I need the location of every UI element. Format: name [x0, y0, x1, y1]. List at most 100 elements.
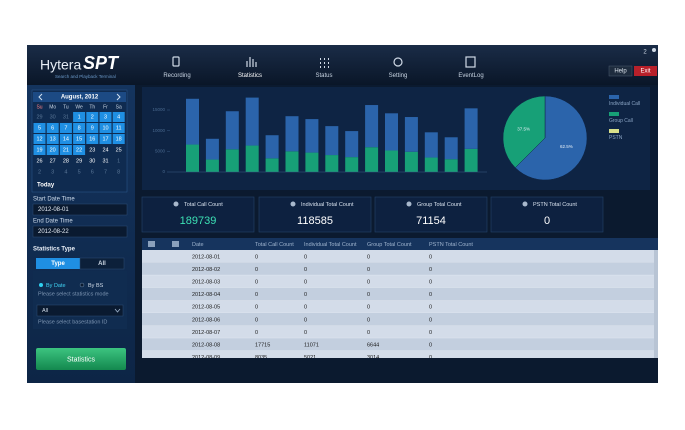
table-row [142, 250, 654, 263]
day[interactable]: 17 [102, 136, 108, 142]
basestation-select[interactable] [36, 304, 124, 317]
icon-print[interactable] [148, 241, 155, 247]
day[interactable]: 6 [91, 169, 94, 175]
day[interactable]: 16 [89, 136, 95, 142]
day-cell-selected [112, 134, 125, 144]
bar-segment [245, 145, 259, 172]
card-label: PSTN Total Count [533, 202, 577, 208]
day[interactable]: 23 [89, 147, 95, 153]
start-value[interactable]: 2012-08-01 [38, 207, 69, 213]
y-tick-label: 5000 [155, 149, 166, 154]
day[interactable]: 30 [50, 114, 56, 120]
nav-item[interactable]: EventLog [458, 73, 483, 79]
day[interactable]: 26 [36, 158, 42, 164]
help-label[interactable]: Help [614, 69, 627, 75]
statistics-button[interactable] [36, 348, 126, 370]
day[interactable]: 10 [102, 125, 108, 131]
day[interactable]: 31 [63, 114, 69, 120]
day[interactable]: 20 [50, 147, 56, 153]
help-button[interactable] [608, 65, 633, 77]
day-cell-selected [86, 123, 99, 133]
day[interactable]: 25 [116, 147, 122, 153]
day[interactable]: 22 [76, 147, 82, 153]
table-cell: 0 [429, 317, 432, 323]
day[interactable]: 5 [78, 169, 81, 175]
mode-by-date[interactable]: By Date [46, 283, 66, 289]
day-cell-selected [73, 145, 86, 155]
header-bar [27, 45, 658, 85]
basestation-value[interactable]: All [42, 308, 48, 314]
day[interactable]: 1 [117, 158, 120, 164]
tab-type-label[interactable]: Type [51, 261, 65, 267]
day[interactable]: 2 [38, 169, 41, 175]
day[interactable]: 1 [78, 114, 81, 120]
day[interactable]: 28 [63, 158, 69, 164]
bar-segment [225, 149, 239, 172]
day[interactable]: 29 [36, 114, 42, 120]
icon-export[interactable] [172, 241, 179, 247]
day[interactable]: 19 [36, 147, 42, 153]
day[interactable]: 15 [76, 136, 82, 142]
mode-by-bs[interactable]: By BS [88, 283, 104, 289]
day[interactable]: 31 [102, 158, 108, 164]
day[interactable]: 27 [50, 158, 56, 164]
tab-type[interactable] [36, 258, 80, 269]
tab-all[interactable] [79, 257, 125, 270]
end-value[interactable]: 2012-08-22 [38, 229, 69, 235]
day[interactable]: 6 [51, 125, 54, 131]
day[interactable]: 2 [91, 114, 94, 120]
exit-button[interactable] [634, 66, 657, 76]
radio-by-bs[interactable] [79, 282, 85, 288]
day[interactable]: 21 [63, 147, 69, 153]
start-input[interactable] [32, 203, 128, 216]
weekday: Mo [49, 104, 56, 110]
day[interactable]: 14 [63, 136, 69, 142]
table-cell: 0 [304, 330, 307, 336]
table-cell: 0 [255, 330, 258, 336]
table-cell: 2012-08-05 [192, 305, 220, 311]
calendar-arrows[interactable] [38, 93, 121, 101]
day[interactable]: 13 [50, 136, 56, 142]
day[interactable]: 7 [104, 169, 107, 175]
radio-by-date[interactable] [39, 283, 43, 287]
day[interactable]: 30 [89, 158, 95, 164]
day[interactable]: 24 [102, 147, 108, 153]
day[interactable]: 8 [117, 169, 120, 175]
day[interactable]: 29 [76, 158, 82, 164]
bar-segment [305, 152, 319, 172]
day[interactable]: 11 [116, 125, 122, 131]
user-count: 2 [643, 50, 647, 56]
calendar-month: August, 2012 [61, 95, 99, 101]
table-cell: 3014 [367, 355, 379, 361]
day[interactable]: 3 [51, 169, 54, 175]
day[interactable]: 7 [64, 125, 67, 131]
nav-item[interactable]: Status [315, 73, 332, 79]
table-cell: 0 [429, 279, 432, 285]
nav-icons [172, 56, 476, 68]
card-icon [290, 201, 296, 207]
nav-item[interactable]: Recording [163, 73, 190, 79]
day[interactable]: 12 [36, 136, 42, 142]
exit-label[interactable]: Exit [640, 69, 650, 75]
bar-segment [424, 157, 438, 172]
nav-item[interactable]: Statistics [238, 73, 262, 79]
day[interactable]: 4 [117, 114, 120, 120]
calendar-today[interactable]: Today [37, 183, 55, 189]
end-input[interactable] [32, 225, 128, 238]
day[interactable]: 9 [91, 125, 94, 131]
select-arrow [114, 308, 121, 313]
table-cell: 0 [304, 279, 307, 285]
pie-label: 37.5% [517, 126, 530, 131]
nav-group: Recording Statistics Status Setting EventLog [163, 73, 483, 79]
statistics-button-label[interactable]: Statistics [67, 356, 96, 363]
tab-all-label[interactable]: All [98, 261, 106, 267]
table-cell: 0 [304, 254, 307, 260]
nav-item[interactable]: Setting [389, 73, 408, 79]
day[interactable]: 3 [104, 114, 107, 120]
day[interactable]: 8 [78, 125, 81, 131]
day[interactable]: 4 [64, 169, 67, 175]
day[interactable]: 5 [38, 125, 41, 131]
day[interactable]: 18 [116, 136, 122, 142]
table-row [142, 262, 654, 276]
bar-segment [385, 113, 398, 151]
